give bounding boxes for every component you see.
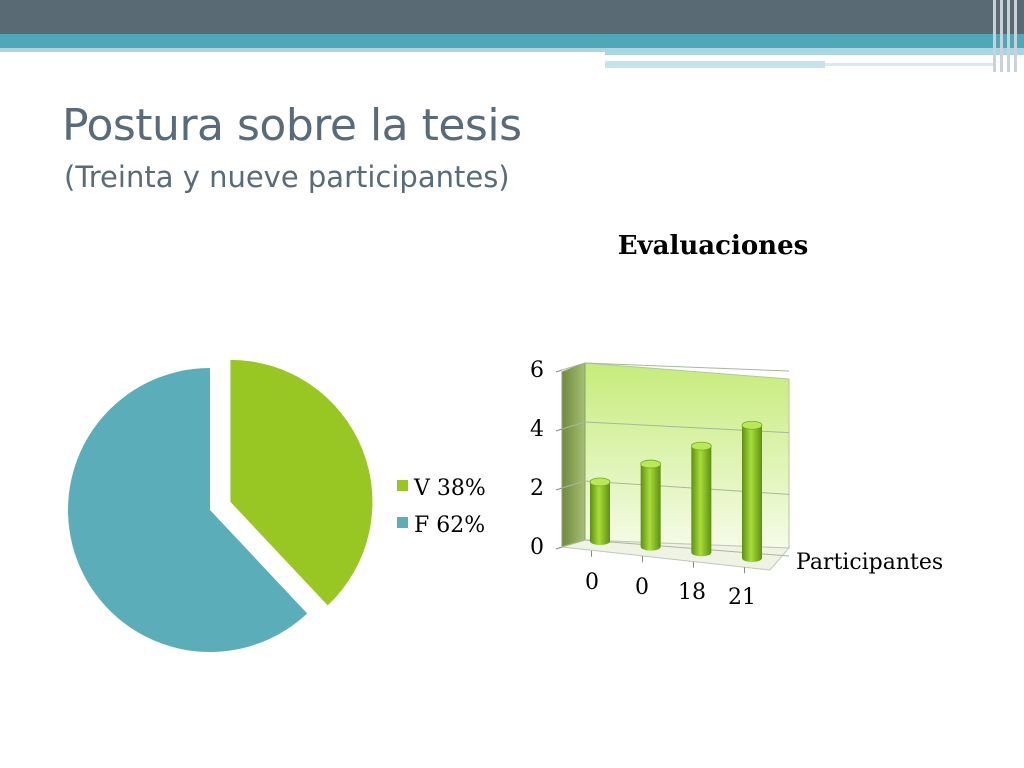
- header-light-line: [0, 48, 605, 52]
- bar: [640, 459, 662, 551]
- header-light-line-right: [605, 48, 1024, 55]
- gridline-side: [561, 539, 586, 548]
- bar-cap: [741, 420, 763, 430]
- bar-chart-title: Evaluaciones: [618, 231, 809, 261]
- y-axis: 0 2 4 6: [530, 358, 563, 560]
- bar: [690, 441, 712, 557]
- y-tick-label: 2: [530, 476, 544, 501]
- header-edge-line-4: [1014, 0, 1017, 72]
- header-edge-line-3: [1007, 0, 1010, 72]
- pie-chart: [68, 359, 373, 652]
- bar-body: [590, 482, 610, 545]
- bar-cap: [589, 477, 611, 487]
- header-teal-bar: [0, 34, 1024, 48]
- header-dark-bar: [0, 0, 1024, 34]
- y-tick-label: 6: [530, 358, 544, 383]
- x-tick-label: 21: [728, 585, 756, 610]
- bar-body: [742, 425, 762, 562]
- bar-cap: [640, 459, 662, 469]
- slide-title: Postura sobre la tesis: [62, 100, 522, 151]
- y-tick-label: 0: [530, 535, 544, 560]
- bar-legend-label: Participantes: [796, 550, 943, 575]
- x-tick-label: 18: [678, 580, 706, 605]
- bar: [589, 477, 611, 545]
- y-tick-mark: [555, 369, 563, 373]
- legend-label-v: V 38%: [413, 476, 486, 501]
- bar-body: [640, 464, 661, 551]
- y-tick-label: 4: [530, 417, 544, 442]
- header-band: [0, 0, 1024, 72]
- y-tick-mark: [555, 546, 563, 550]
- chart-side-wall: [561, 362, 586, 548]
- pie-slice-v: [230, 359, 373, 606]
- pie-legend: V 38% F 62%: [397, 476, 486, 538]
- gridline-side: [561, 480, 586, 489]
- bar: [741, 420, 763, 562]
- x-tick-label: 0: [635, 575, 649, 600]
- x-tick-label: 0: [585, 570, 599, 595]
- legend-label-f: F 62%: [414, 513, 485, 538]
- header-edge-line-2: [1000, 0, 1003, 72]
- bar-body: [691, 446, 712, 557]
- y-tick-mark: [555, 487, 563, 491]
- header-light-stripe-2: [825, 63, 995, 66]
- gridline: [584, 362, 790, 372]
- legend-swatch-f: [397, 517, 408, 528]
- bar-cap: [690, 441, 712, 451]
- header-light-stripe: [605, 61, 825, 68]
- slide-subtitle: (Treinta y nueve participantes): [64, 160, 510, 194]
- y-tick-mark: [555, 428, 563, 432]
- bars: [589, 420, 763, 562]
- x-axis: 0 0 18 21: [585, 550, 756, 610]
- gridline-side: [561, 362, 586, 371]
- legend-swatch-v: [397, 480, 408, 491]
- bar-chart: 0 2 4 6 0 0 18 21: [530, 358, 791, 610]
- header-edge-line-1: [993, 0, 996, 72]
- pie-slice-f: [68, 368, 308, 652]
- gridline-side: [561, 421, 586, 430]
